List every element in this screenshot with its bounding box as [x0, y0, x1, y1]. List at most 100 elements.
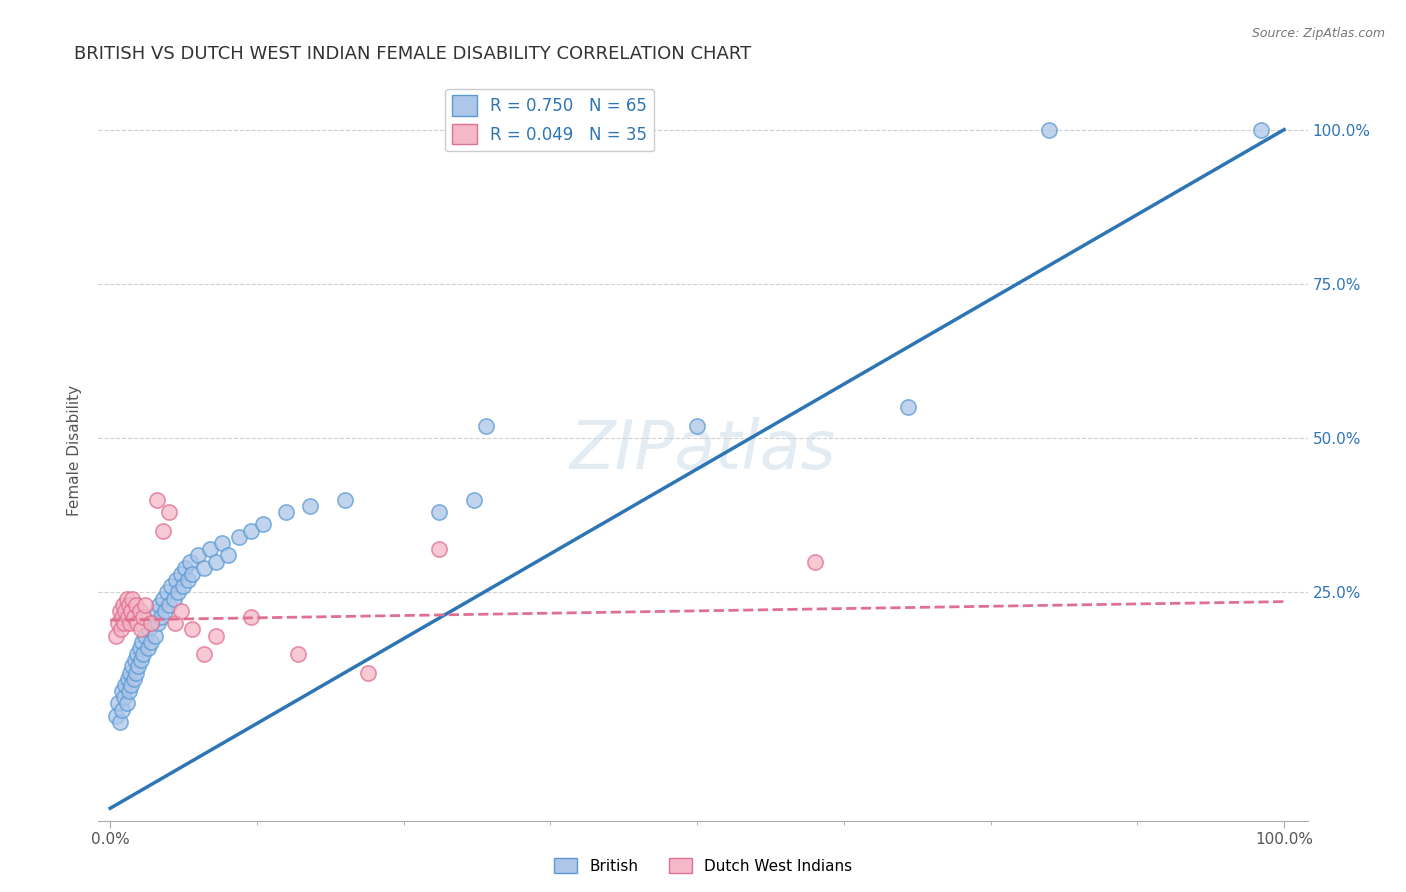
Point	[120, 678, 142, 692]
Point	[172, 579, 194, 593]
Point	[427, 505, 450, 519]
Point	[174, 560, 197, 574]
Point	[108, 604, 131, 618]
Point	[134, 629, 156, 643]
Text: BRITISH VS DUTCH WEST INDIAN FEMALE DISABILITY CORRELATION CHART: BRITISH VS DUTCH WEST INDIAN FEMALE DISA…	[75, 45, 751, 63]
Point	[141, 616, 163, 631]
Point	[146, 492, 169, 507]
Point	[146, 604, 169, 618]
Point	[107, 616, 129, 631]
Point	[1038, 122, 1060, 136]
Point	[193, 647, 215, 661]
Point	[179, 555, 201, 569]
Y-axis label: Female Disability: Female Disability	[67, 384, 83, 516]
Point	[157, 598, 180, 612]
Point	[110, 623, 132, 637]
Point	[198, 542, 221, 557]
Point	[162, 591, 184, 606]
Point	[121, 591, 143, 606]
Point	[120, 665, 142, 680]
Point	[132, 647, 155, 661]
Point	[298, 499, 321, 513]
Point	[163, 616, 186, 631]
Point	[686, 418, 709, 433]
Point	[118, 598, 141, 612]
Point	[125, 665, 148, 680]
Point	[160, 579, 183, 593]
Point	[115, 697, 138, 711]
Point	[169, 604, 191, 618]
Point	[181, 566, 204, 581]
Point	[204, 629, 226, 643]
Point	[120, 616, 142, 631]
Point	[181, 623, 204, 637]
Point	[155, 585, 177, 599]
Point	[149, 610, 172, 624]
Point	[357, 665, 380, 680]
Point	[152, 591, 174, 606]
Point	[124, 653, 146, 667]
Point	[128, 604, 150, 618]
Point	[475, 418, 498, 433]
Point	[204, 555, 226, 569]
Point	[897, 401, 920, 415]
Point	[112, 616, 135, 631]
Point	[108, 714, 131, 729]
Point	[138, 623, 160, 637]
Point	[125, 598, 148, 612]
Point	[127, 647, 149, 661]
Point	[143, 629, 166, 643]
Point	[427, 542, 450, 557]
Legend: R = 0.750   N = 65, R = 0.049   N = 35: R = 0.750 N = 65, R = 0.049 N = 35	[446, 88, 654, 151]
Point	[122, 672, 145, 686]
Point	[217, 549, 239, 563]
Text: Source: ZipAtlas.com: Source: ZipAtlas.com	[1251, 27, 1385, 40]
Point	[129, 623, 152, 637]
Point	[111, 703, 134, 717]
Point	[122, 610, 145, 624]
Point	[111, 610, 134, 624]
Point	[117, 610, 139, 624]
Point	[463, 492, 485, 507]
Point	[112, 690, 135, 705]
Point	[211, 536, 233, 550]
Point	[118, 684, 141, 698]
Point	[240, 524, 263, 538]
Point	[134, 598, 156, 612]
Point	[287, 647, 309, 661]
Point	[165, 573, 187, 587]
Point	[193, 560, 215, 574]
Point	[128, 640, 150, 655]
Point	[131, 634, 153, 648]
Point	[112, 598, 135, 612]
Point	[136, 640, 159, 655]
Point	[1250, 122, 1272, 136]
Point	[276, 505, 298, 519]
Point	[155, 604, 177, 618]
Point	[148, 598, 170, 612]
Point	[127, 616, 149, 631]
Point	[157, 505, 180, 519]
Point	[105, 708, 128, 723]
Point	[228, 530, 250, 544]
Point	[107, 697, 129, 711]
Point	[187, 549, 209, 563]
Point	[114, 604, 136, 618]
Point	[105, 629, 128, 643]
Point	[121, 659, 143, 673]
Point	[120, 604, 142, 618]
Point	[141, 616, 163, 631]
Point	[141, 634, 163, 648]
Point	[176, 573, 198, 587]
Point	[240, 610, 263, 624]
Legend: British, Dutch West Indians: British, Dutch West Indians	[548, 852, 858, 880]
Point	[114, 678, 136, 692]
Text: ZIPatlas: ZIPatlas	[569, 417, 837, 483]
Point	[167, 585, 190, 599]
Point	[127, 659, 149, 673]
Point	[111, 684, 134, 698]
Point	[148, 616, 170, 631]
Point	[252, 517, 274, 532]
Point	[115, 591, 138, 606]
Point	[117, 672, 139, 686]
